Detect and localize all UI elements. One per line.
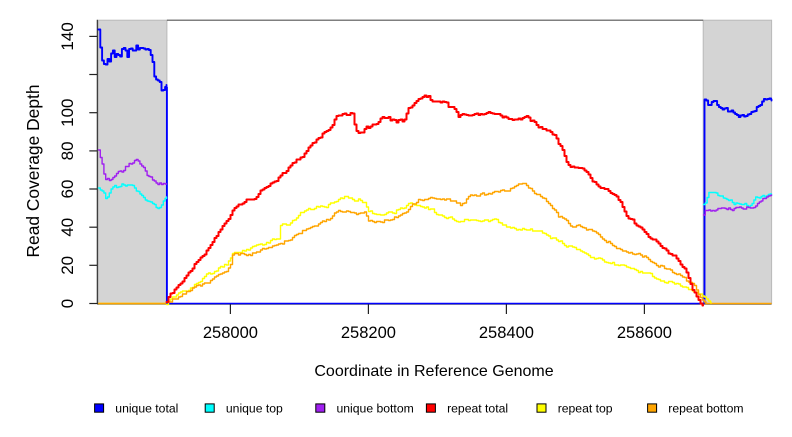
svg-text:repeat total: repeat total	[447, 402, 508, 416]
svg-text:258000: 258000	[203, 324, 258, 342]
svg-text:60: 60	[58, 180, 77, 199]
svg-text:140: 140	[58, 22, 77, 50]
svg-text:unique total: unique total	[115, 402, 178, 416]
svg-text:258200: 258200	[341, 324, 396, 342]
svg-text:100: 100	[58, 99, 77, 127]
svg-text:unique bottom: unique bottom	[337, 402, 414, 416]
svg-text:Coordinate in Reference Genome: Coordinate in Reference Genome	[314, 363, 553, 380]
svg-text:20: 20	[58, 256, 77, 275]
svg-text:unique top: unique top	[226, 402, 283, 416]
svg-text:80: 80	[58, 141, 77, 160]
svg-text:repeat bottom: repeat bottom	[668, 402, 743, 416]
svg-text:0: 0	[58, 299, 77, 308]
svg-text:258400: 258400	[479, 324, 534, 342]
svg-text:Read Coverage Depth: Read Coverage Depth	[23, 84, 43, 257]
svg-text:40: 40	[58, 218, 77, 237]
svg-text:258600: 258600	[617, 324, 672, 342]
svg-text:repeat top: repeat top	[558, 402, 613, 416]
